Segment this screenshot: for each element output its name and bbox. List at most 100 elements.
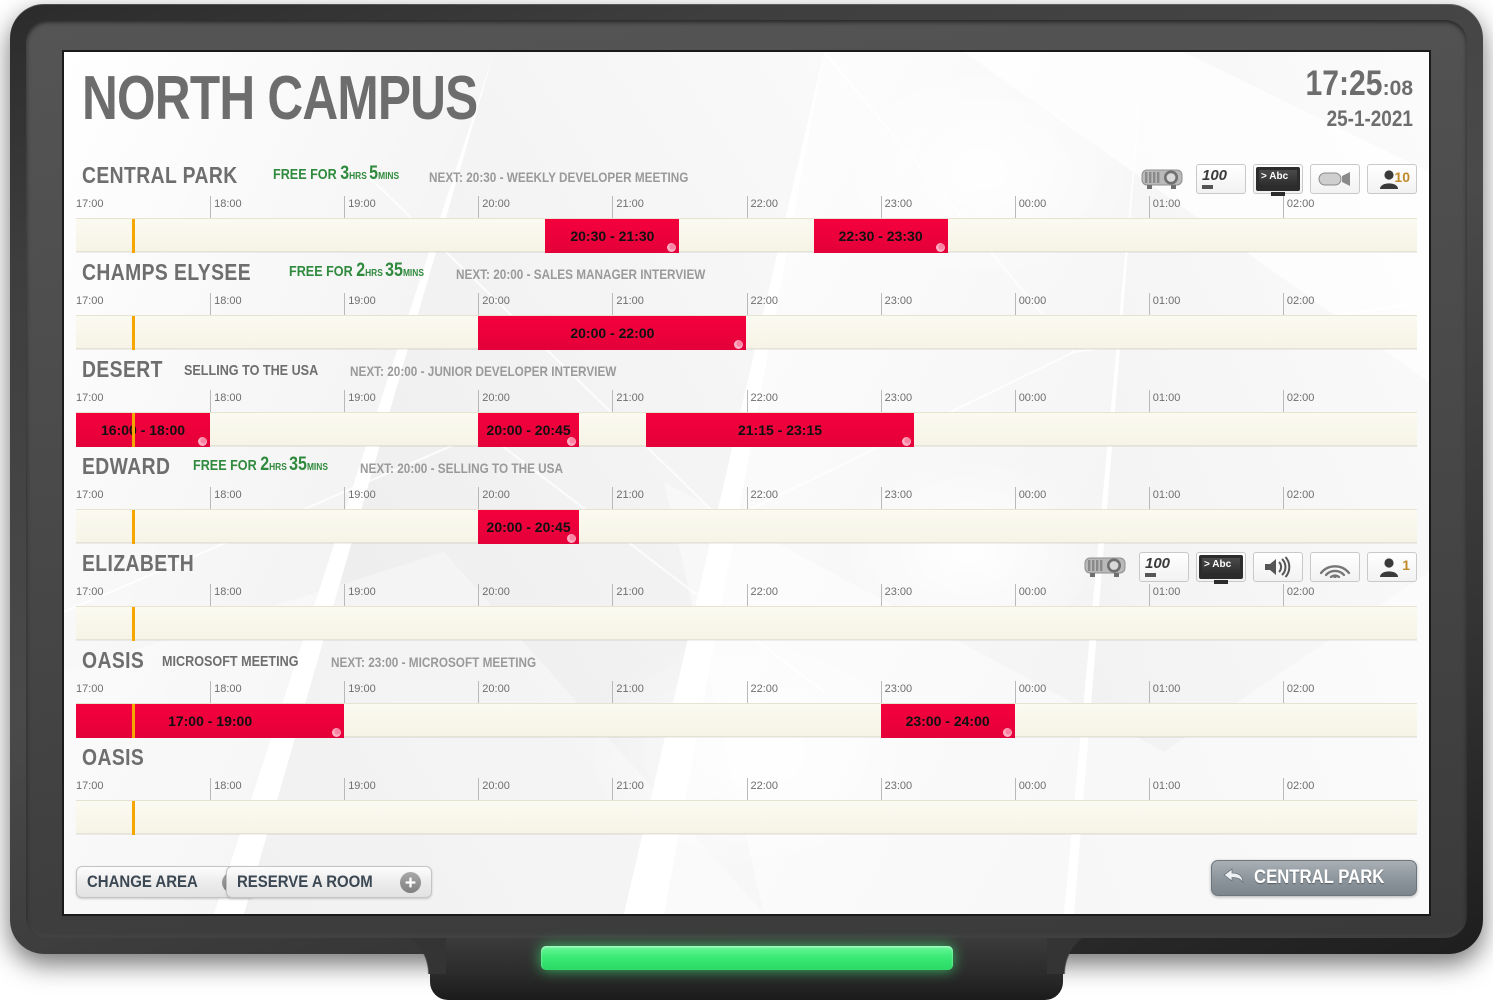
booking-block[interactable]: 21:15 - 23:15 <box>645 413 915 447</box>
room-name: CENTRAL PARK <box>82 162 238 188</box>
header: NORTH CAMPUS 17:25:08 25-1-2021 <box>64 52 1429 164</box>
room-timeline-track[interactable] <box>76 800 1417 835</box>
status-hours: 3 <box>340 163 350 184</box>
change-area-label: CHANGE AREA <box>87 872 198 891</box>
whiteboard-icon: 100 <box>1139 552 1189 582</box>
row-separator <box>76 640 1417 641</box>
room-timeline-track[interactable]: 20:00 - 22:00 <box>76 315 1417 350</box>
time-tick: 19:00 <box>344 778 376 800</box>
room-name: EDWARD <box>82 453 171 479</box>
tv-body: > Abc <box>1256 167 1300 196</box>
room-row-oasis-6[interactable]: OASIS 17:00 18:00 19:00 20:00 21:00 22:00 23:00… <box>64 744 1429 841</box>
time-ruler: 17:00 18:00 19:00 20:00 21:00 22:00 23:00 00:00… <box>76 584 1417 606</box>
time-tick: 00:00 <box>1014 778 1046 800</box>
status-minutes-unit: MINS <box>378 171 400 182</box>
booking-recurring-icon <box>566 534 576 543</box>
time-tick: 20:00 <box>478 681 510 703</box>
booking-label: 20:00 - 22:00 <box>570 325 655 341</box>
room-name: ELIZABETH <box>82 550 195 576</box>
capacity-icon: 1 <box>1367 552 1417 582</box>
room-name: OASIS <box>82 647 145 673</box>
room-timeline-track[interactable]: 20:30 - 21:30 22:30 - 23:30 <box>76 218 1417 253</box>
room-header: DESERT SELLING TO THE USA NEXT: 20:00 - JU… <box>64 356 1429 390</box>
time-tick: 19:00 <box>344 487 376 509</box>
booking-label: 23:00 - 24:00 <box>905 713 990 729</box>
room-next-meeting: NEXT: 23:00 - MICROSOFT MEETING <box>330 654 536 670</box>
time-tick: 20:00 <box>478 584 510 606</box>
room-status: MICROSOFT MEETING <box>162 653 299 670</box>
room-timeline-track[interactable]: 20:00 - 20:45 <box>76 509 1417 544</box>
wifi-icon <box>1310 552 1360 582</box>
row-separator <box>76 737 1417 738</box>
room-row-champs-elysee-1[interactable]: CHAMPS ELYSEE FREE FOR 2HRS 35MINS NEXT: 2… <box>64 259 1429 356</box>
time-tick: 21:00 <box>612 487 644 509</box>
room-row-central-park-0[interactable]: CENTRAL PARK FREE FOR 3HRS 5MINS NEXT: 20:… <box>64 162 1429 259</box>
room-header: OASIS MICROSOFT MEETING NEXT: 23:00 - MICR… <box>64 647 1429 681</box>
booking-block[interactable]: 17:00 - 19:00 <box>76 704 345 738</box>
back-to-central-park-button[interactable]: CENTRAL PARK <box>1210 860 1417 896</box>
time-tick: 19:00 <box>344 584 376 606</box>
booking-block[interactable]: 16:00 - 18:00 <box>76 413 211 447</box>
time-tick: 22:00 <box>746 681 778 703</box>
room-next-meeting: NEXT: 20:30 - WEEKLY DEVELOPER MEETING <box>429 169 689 185</box>
time-tick: 00:00 <box>1014 293 1046 315</box>
time-tick: 17:00 <box>76 392 104 404</box>
status-hours-unit: HRS <box>365 268 386 279</box>
reserve-room-label: RESERVE A ROOM <box>237 872 373 891</box>
row-separator <box>76 543 1417 544</box>
time-tick: 18:00 <box>210 584 242 606</box>
status-hours: 2 <box>260 454 270 475</box>
room-next-meeting: NEXT: 20:00 - SELLING TO THE USA <box>359 460 563 476</box>
tv-icon: > Abc <box>1196 552 1246 584</box>
booking-block[interactable]: 20:00 - 20:45 <box>478 510 579 544</box>
room-header: CENTRAL PARK FREE FOR 3HRS 5MINS NEXT: 20:… <box>64 162 1429 196</box>
booking-block[interactable]: 20:00 - 20:45 <box>478 413 579 447</box>
booking-label: 16:00 - 18:00 <box>101 422 186 438</box>
booking-block[interactable]: 20:30 - 21:30 <box>545 219 680 253</box>
booking-block[interactable]: 20:00 - 22:00 <box>478 316 747 350</box>
back-arrow-icon <box>1222 866 1246 891</box>
room-timeline-track[interactable]: 16:00 - 18:00 20:00 - 20:45 21:15 - 23:15 <box>76 412 1417 447</box>
reserve-room-button[interactable]: RESERVE A ROOM <box>226 866 433 898</box>
time-tick: 20:00 <box>478 778 510 800</box>
projector-icon <box>1137 164 1189 194</box>
time-tick: 02:00 <box>1282 584 1314 606</box>
booking-recurring-icon <box>935 243 945 252</box>
time-tick: 01:00 <box>1148 196 1180 218</box>
eraser-icon <box>1145 573 1156 577</box>
booking-block[interactable]: 23:00 - 24:00 <box>880 704 1015 738</box>
time-tick: 21:00 <box>612 778 644 800</box>
room-row-oasis-5[interactable]: OASIS MICROSOFT MEETING NEXT: 23:00 - MICR… <box>64 647 1429 744</box>
booking-label: 21:15 - 23:15 <box>737 422 823 438</box>
whiteboard-icon: 100 <box>1196 164 1246 194</box>
status-hours-unit: HRS <box>269 462 290 473</box>
status-prefix: FREE FOR <box>193 457 261 474</box>
status-minutes-unit: MINS <box>307 462 329 473</box>
booking-recurring-icon <box>332 728 342 737</box>
time-tick: 00:00 <box>1014 681 1046 703</box>
time-ruler: 17:00 18:00 19:00 20:00 21:00 22:00 23:00 00:00… <box>76 196 1417 218</box>
room-timeline-track[interactable] <box>76 606 1417 641</box>
room-status: SELLING TO THE USA <box>184 362 319 379</box>
time-tick: 21:00 <box>612 196 644 218</box>
time-ruler: 17:00 18:00 19:00 20:00 21:00 22:00 23:00 00:00… <box>76 390 1417 412</box>
time-tick: 21:00 <box>612 293 644 315</box>
time-tick: 00:00 <box>1014 196 1046 218</box>
status-minutes: 5 <box>369 163 379 184</box>
booking-recurring-icon <box>1002 728 1012 737</box>
booking-label: 20:30 - 21:30 <box>570 228 655 244</box>
room-facilities: 100 > Abc 10 <box>1137 164 1417 196</box>
time-tick: 18:00 <box>210 390 242 412</box>
clock-time: 17:25 <box>1305 64 1383 103</box>
change-area-button[interactable]: CHANGE AREA <box>76 866 254 898</box>
room-row-desert-2[interactable]: DESERT SELLING TO THE USA NEXT: 20:00 - JU… <box>64 356 1429 453</box>
time-tick: 00:00 <box>1014 584 1046 606</box>
room-row-elizabeth-4[interactable]: ELIZABETH 100 > Abc 1 17:00 18:00 19:00 20:00 21… <box>64 550 1429 647</box>
room-row-edward-3[interactable]: EDWARD FREE FOR 2HRS 35MINS NEXT: 20:00 - … <box>64 453 1429 550</box>
room-timeline-track[interactable]: 17:00 - 19:00 23:00 - 24:00 <box>76 703 1417 738</box>
capacity-icon: 10 <box>1367 164 1417 194</box>
booking-block[interactable]: 22:30 - 23:30 <box>813 219 948 253</box>
time-tick: 22:00 <box>746 584 778 606</box>
time-tick: 21:00 <box>612 390 644 412</box>
